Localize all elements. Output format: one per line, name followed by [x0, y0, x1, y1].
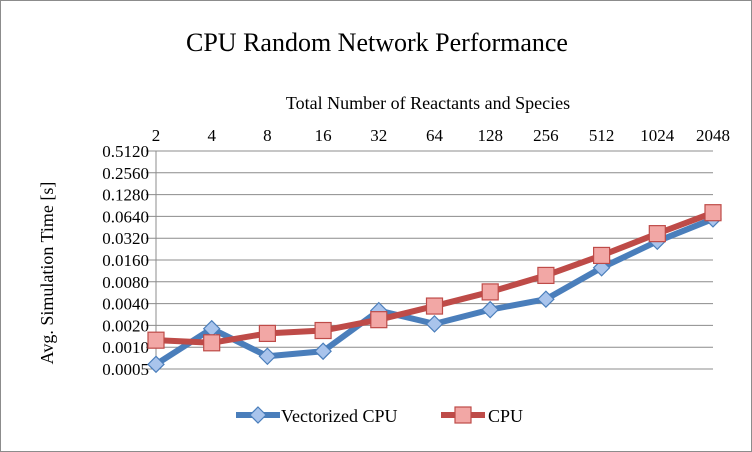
- legend-marker: [454, 406, 472, 424]
- x-tick-label: 8: [263, 126, 272, 145]
- data-point-1: [258, 324, 276, 343]
- x-tick-label: 256: [533, 126, 559, 145]
- y-tick-label: 0.2560: [102, 164, 149, 183]
- data-point-1: [314, 321, 332, 340]
- data-point-0: [314, 342, 332, 361]
- y-tick-labels: 0.0005 0.0010 0.0020 0.0040 0.0080 0.0160 0.03…: [102, 142, 149, 379]
- x-axis-title: Total Number of Reactants and Species: [286, 93, 570, 113]
- data-point-1: [203, 334, 221, 352]
- x-tick-label: 64: [426, 126, 444, 145]
- data-point-0: [537, 290, 555, 309]
- x-tick-label: 32: [370, 126, 387, 145]
- series-line-0: [153, 215, 716, 368]
- y-tick-label: 0.0040: [102, 295, 149, 314]
- x-tick-labels: 2 4 8 16 32 64 128 256 512 1024 2048: [152, 126, 730, 145]
- legend-marker: [249, 406, 267, 424]
- y-tick-label: 0.0320: [102, 229, 149, 248]
- y-tick-label: 0.0020: [102, 316, 149, 335]
- x-tick-label: 128: [477, 126, 503, 145]
- x-tick-label: 16: [315, 126, 332, 145]
- x-tick-label: 2048: [696, 126, 730, 145]
- legend-label: CPU: [488, 406, 523, 426]
- data-point-1: [537, 266, 555, 285]
- data-point-1: [481, 283, 499, 301]
- y-axis-title: Avg. Simulation Time [s]: [37, 182, 57, 365]
- y-tick-label: 0.5120: [102, 142, 149, 161]
- y-tick-label: 0.0160: [102, 251, 149, 270]
- y-tick-label: 0.0010: [102, 338, 149, 357]
- chart-title: CPU Random Network Performance: [186, 28, 568, 57]
- data-point-0: [147, 355, 165, 374]
- x-tick-label: 4: [207, 126, 216, 145]
- y-tick-label: 0.1280: [102, 186, 149, 205]
- data-point-1: [370, 311, 388, 329]
- data-point-1: [648, 225, 666, 243]
- data-point-0: [481, 300, 500, 319]
- data-point-1: [704, 204, 722, 222]
- y-tick-label: 0.0080: [102, 273, 149, 292]
- legend-label: Vectorized CPU: [281, 406, 397, 426]
- y-tick-label: 0.0005: [102, 360, 149, 379]
- data-point-0: [258, 347, 277, 366]
- x-tick-label: 1024: [640, 126, 675, 145]
- grid-lines: [146, 150, 713, 370]
- data-point-1: [592, 246, 611, 265]
- data-point-1: [425, 297, 444, 315]
- series-layer: [147, 204, 722, 374]
- x-tick-label: 2: [152, 126, 161, 145]
- data-point-1: [147, 331, 165, 349]
- legend: Vectorized CPU CPU: [236, 406, 523, 426]
- y-tick-label: 0.0640: [102, 207, 149, 226]
- data-point-0: [425, 315, 444, 333]
- x-tick-label: 512: [589, 126, 615, 145]
